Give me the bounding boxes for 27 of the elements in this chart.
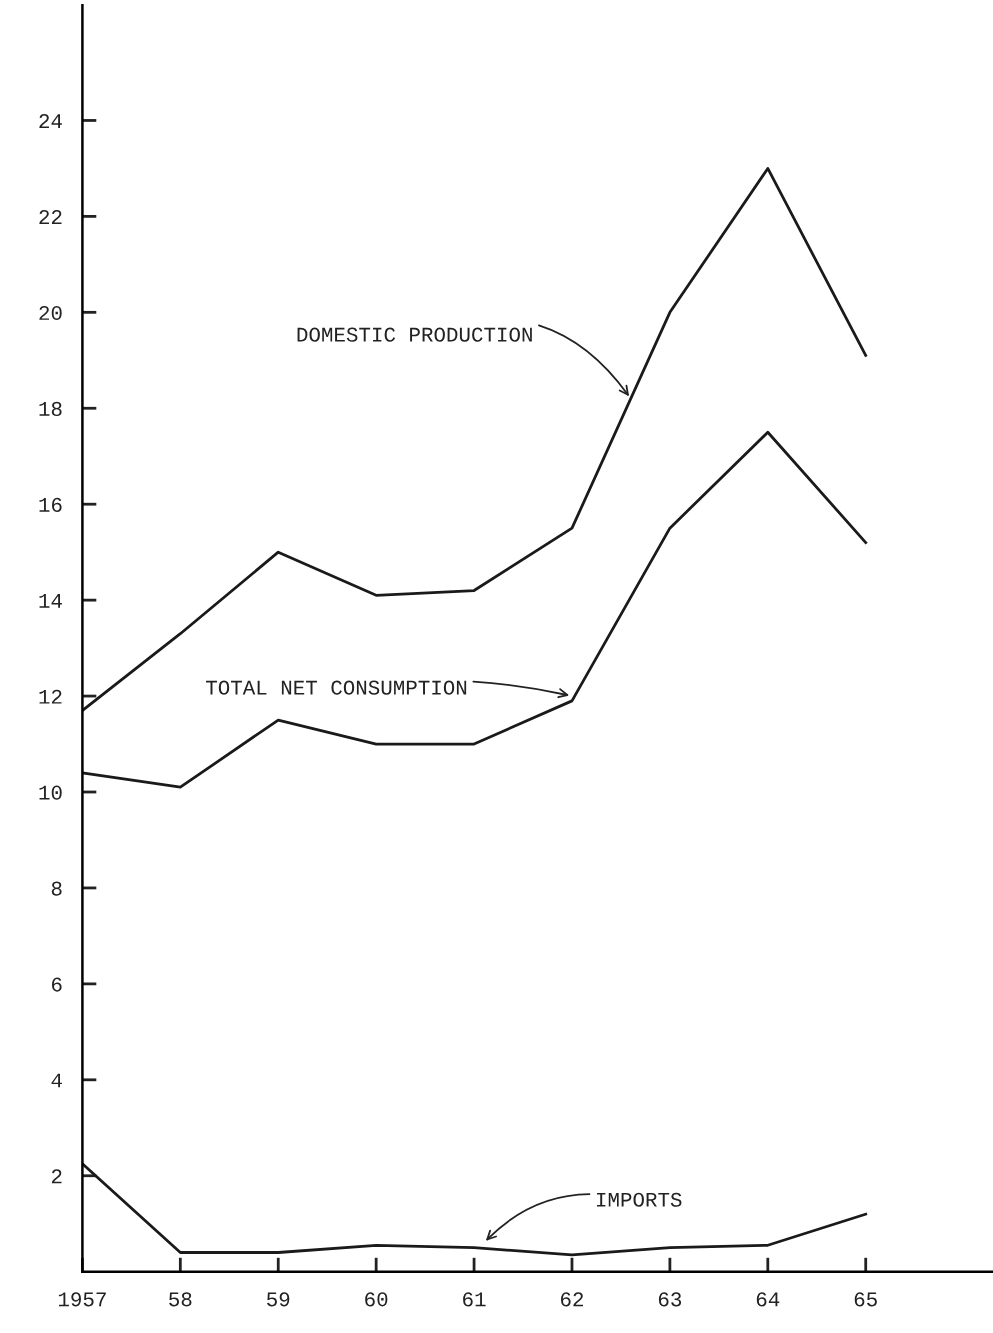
x-tick-label: 59	[267, 1292, 290, 1307]
y-tick-label: 12	[39, 689, 62, 704]
y-tick-label: 18	[39, 401, 62, 417]
annotation: IMPORTS	[597, 1192, 682, 1207]
x-tick-label: 61	[463, 1292, 486, 1307]
y-tick-label: 8	[51, 881, 62, 896]
line-series	[82, 167, 868, 712]
x-tick-label: 65	[854, 1292, 877, 1307]
y-tick-label: 24	[39, 114, 62, 128]
y-tick-label: 4	[51, 1073, 62, 1088]
y-tick-label: 14	[39, 593, 62, 608]
y-tick-label: 20	[39, 305, 62, 321]
line-series	[82, 1162, 868, 1257]
x-tick-label: 60	[365, 1292, 388, 1307]
x-tick-label: 58	[169, 1292, 192, 1307]
x-tick-label: 62	[561, 1292, 584, 1307]
y-tick-label: 6	[52, 977, 62, 992]
y-tick-label: 10	[39, 785, 62, 800]
y-tick-label: 16	[39, 497, 62, 512]
x-tick-label: 63	[658, 1292, 682, 1307]
x-tick-label: 64	[756, 1292, 780, 1307]
line-series	[82, 430, 868, 789]
annotation: TOTAL NET CONSUMPTION	[206, 680, 467, 695]
annotation: DOMESTIC PRODUCTION	[297, 327, 532, 342]
y-tick-label: 22	[39, 210, 62, 224]
y-tick-label: 2	[51, 1169, 62, 1184]
x-tick-label: 1957	[58, 1292, 106, 1307]
